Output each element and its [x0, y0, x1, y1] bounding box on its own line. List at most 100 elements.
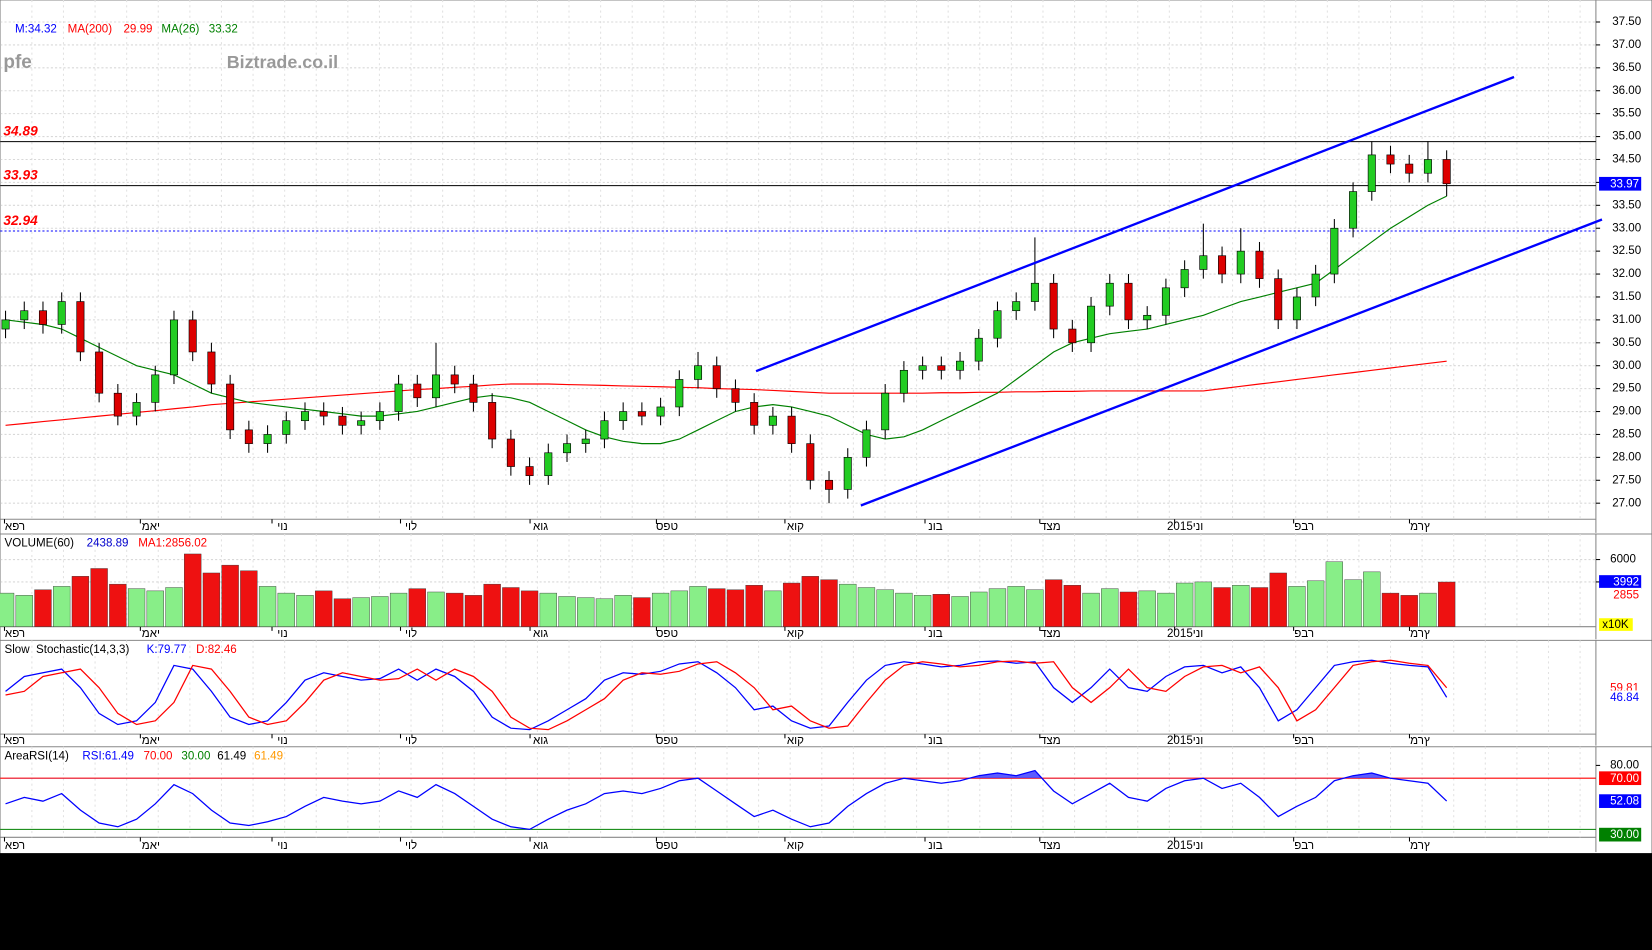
- x-tick-label: יונ: [277, 628, 288, 640]
- candle-body: [38, 310, 47, 325]
- moving-average: [5, 195, 1447, 445]
- x-tick-label: מאי: [142, 628, 160, 640]
- volume-bar: [34, 589, 52, 627]
- legend-value: 61.49: [254, 750, 283, 762]
- x-tick-label: דצמ: [1040, 628, 1061, 640]
- legend-level: 30.00: [181, 750, 210, 762]
- volume-bar: [595, 598, 614, 627]
- candle-body: [1143, 314, 1152, 321]
- candle-body: [413, 383, 422, 399]
- volume-bar: [1250, 587, 1269, 627]
- unit-bg: [1599, 618, 1633, 631]
- volume-bar: [0, 592, 15, 627]
- volume-bar: [1044, 579, 1063, 627]
- volume-bar: [1082, 592, 1100, 627]
- indicator-line: [5, 659, 1448, 731]
- x-tick-label: דצמ: [1040, 735, 1061, 747]
- candle-body: [843, 457, 852, 490]
- candle-body: [20, 310, 29, 321]
- y-tick-label: 30.00: [1612, 360, 1641, 372]
- candle-body: [1349, 191, 1358, 229]
- y-tick-label: 35.00: [1612, 131, 1641, 143]
- volume-bar: [1194, 581, 1212, 627]
- volume-bar: [1288, 586, 1306, 627]
- x-tick-label: אוג: [533, 628, 548, 640]
- candle-body: [656, 406, 665, 417]
- candle-body: [1180, 269, 1189, 289]
- y-tick-label: 37.50: [1612, 16, 1641, 28]
- volume-bar: [539, 592, 557, 627]
- volume-bar: [558, 596, 576, 627]
- candle-body: [637, 411, 646, 417]
- y-tick-label: 33.50: [1612, 199, 1641, 211]
- volume-bar: [1419, 592, 1437, 627]
- x-tick-label: יול: [405, 734, 417, 747]
- y-tick-label: 29.50: [1612, 383, 1641, 395]
- x-tick-label: אוג: [533, 735, 548, 747]
- candle-body: [226, 383, 235, 431]
- x-tick-label: ספט: [656, 521, 678, 533]
- candle-body: [1311, 273, 1320, 298]
- x-tick-label: 2015ינו: [1167, 628, 1203, 640]
- candle-body: [319, 411, 328, 417]
- y-tick-label: 27.50: [1612, 474, 1641, 486]
- volume-bar: [1119, 591, 1138, 627]
- x-tick-label: יול: [405, 520, 417, 533]
- x-tick-label: יול: [405, 627, 417, 640]
- x-tick-label: מרץ: [1410, 735, 1430, 747]
- indicator-line: [5, 769, 1448, 831]
- volume-bar: [1381, 592, 1400, 627]
- candle-body: [1199, 255, 1208, 270]
- legend-label: D:82.46: [196, 644, 237, 656]
- candle-body: [132, 402, 141, 417]
- price-tag: 70.00: [1610, 773, 1639, 785]
- volume-bar: [371, 596, 389, 627]
- volume-bar: [895, 592, 913, 627]
- x-tick-label: 2015ינו: [1167, 840, 1203, 852]
- price-tag: 52.08: [1610, 796, 1639, 808]
- x-tick-label: אפר: [5, 840, 25, 852]
- trend-channel: [860, 218, 1603, 507]
- price-tag: 2855: [1613, 589, 1639, 601]
- x-tick-label: פבר: [1294, 628, 1314, 640]
- panel-title: VOLUME(60): [4, 538, 74, 550]
- volume-bar: [1213, 587, 1231, 627]
- legend-level: 70.00: [144, 750, 173, 762]
- x-tick-label: דצמ: [1040, 521, 1061, 533]
- level-label: 33.93: [3, 168, 38, 183]
- price-tag-bg: [1599, 176, 1642, 191]
- candle-body: [675, 379, 684, 408]
- volume-bar: [446, 592, 464, 627]
- volume-bar: [1026, 589, 1044, 627]
- volume-bar: [202, 572, 221, 627]
- chart-area: [0, 0, 1652, 854]
- candle-body: [488, 402, 497, 440]
- header-label: M:34.32: [15, 24, 57, 36]
- x-tick-label: מאי: [142, 521, 160, 533]
- candle-body: [282, 420, 291, 435]
- candle-body: [188, 319, 197, 353]
- x-tick-label: 2015ינו: [1167, 521, 1203, 533]
- volume-bar: [502, 587, 520, 627]
- x-tick-label: ספט: [656, 628, 678, 640]
- candle-body: [1255, 250, 1264, 279]
- candle-body: [806, 443, 815, 481]
- candle-body: [1423, 159, 1432, 174]
- x-tick-label: אוק: [787, 840, 804, 852]
- candle-body: [113, 392, 122, 417]
- candle-body: [1087, 305, 1096, 344]
- volume-bar: [726, 589, 745, 627]
- candle-body: [1386, 154, 1395, 165]
- volume-bar: [1269, 572, 1287, 627]
- y-tick-label: 34.50: [1612, 154, 1641, 166]
- y-tick-label: 33.00: [1612, 222, 1641, 234]
- x-tick-label: נוב: [928, 628, 943, 640]
- candle-body: [300, 411, 309, 422]
- candle-body: [95, 351, 104, 394]
- candle-body: [506, 438, 515, 467]
- candle-body: [712, 365, 721, 389]
- y-tick-label: 28.00: [1612, 451, 1641, 463]
- volume-bar: [670, 590, 688, 627]
- candle-body: [151, 374, 160, 403]
- x-tick-label: אפר: [5, 735, 25, 747]
